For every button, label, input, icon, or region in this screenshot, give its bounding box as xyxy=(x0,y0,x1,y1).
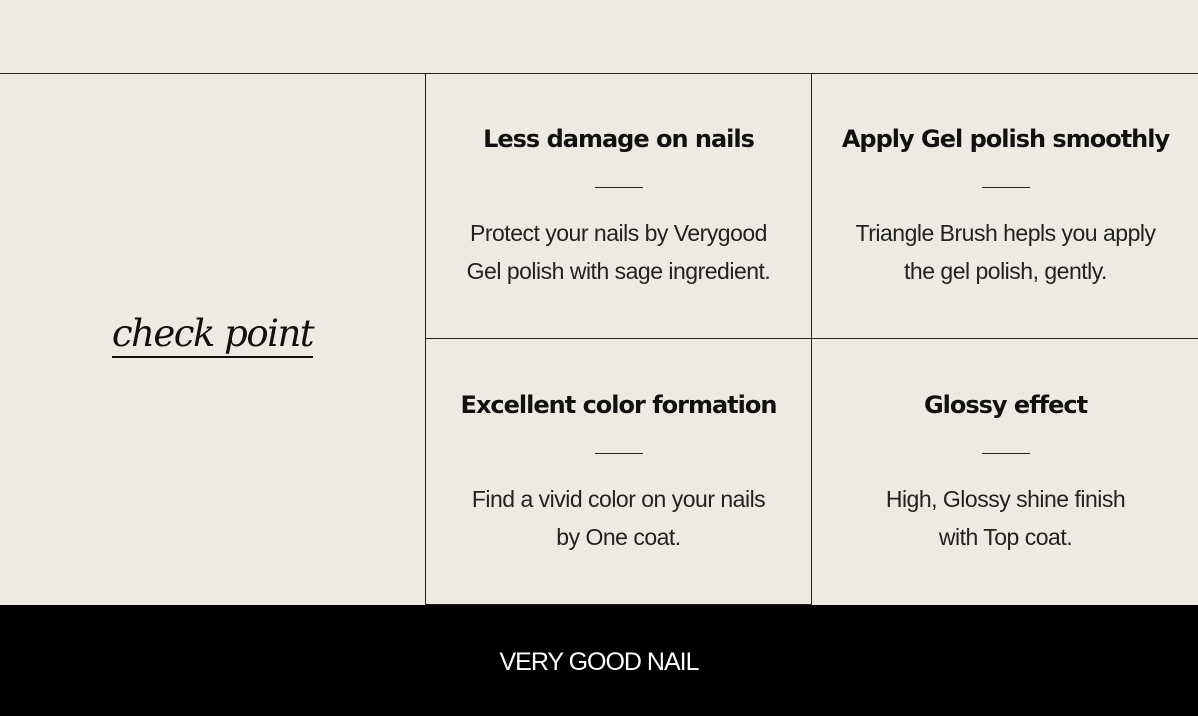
feature-divider xyxy=(981,453,1030,454)
description-line: with Top coat. xyxy=(938,524,1073,550)
feature-cell: Glossy effect High, Glossy shine finish w… xyxy=(812,339,1198,605)
feature-description: Find a vivid color on your nails by One c… xyxy=(426,480,811,556)
feature-description: Triangle Brush hepls you apply the gel po… xyxy=(812,214,1198,290)
brand-logo: VERY GOOD NAIL xyxy=(499,648,699,676)
feature-description: High, Glossy shine finish with Top coat. xyxy=(812,480,1198,556)
footer: VERY GOOD NAIL xyxy=(0,605,1198,716)
description-line: Find a vivid color on your nails xyxy=(471,486,766,512)
feature-cell: Excellent color formation Find a vivid c… xyxy=(426,339,812,605)
description-line: by One coat. xyxy=(556,524,681,550)
top-divider xyxy=(0,73,1198,74)
description-line: Protect your nails by Verygood xyxy=(470,220,767,246)
description-line: Triangle Brush hepls you apply xyxy=(855,220,1156,246)
feature-title: Excellent color formation xyxy=(460,391,778,419)
feature-title: Glossy effect xyxy=(923,391,1088,419)
description-line: Gel polish with sage ingredient. xyxy=(466,258,771,284)
feature-divider xyxy=(981,187,1030,188)
feature-divider xyxy=(594,187,643,188)
feature-grid: Less damage on nails Protect your nails … xyxy=(425,73,1198,605)
feature-description: Protect your nails by Verygood Gel polish… xyxy=(426,214,811,290)
check-point-heading: check point xyxy=(111,313,315,358)
description-line: the gel polish, gently. xyxy=(904,258,1107,284)
feature-cell: Apply Gel polish smoothly Triangle Brush… xyxy=(812,73,1198,339)
check-point-panel: check point xyxy=(0,74,425,605)
feature-cell: Less damage on nails Protect your nails … xyxy=(426,73,812,339)
feature-title: Less damage on nails xyxy=(483,125,755,153)
feature-title: Apply Gel polish smoothly xyxy=(841,125,1170,153)
description-line: High, Glossy shine finish xyxy=(885,486,1126,512)
feature-divider xyxy=(594,453,643,454)
